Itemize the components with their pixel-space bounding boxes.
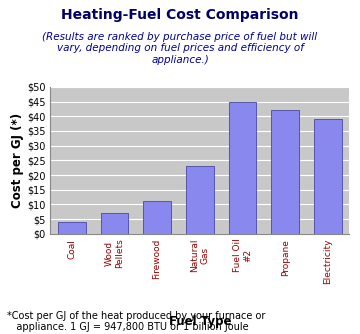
Bar: [271, 110, 299, 234]
Text: Heating-Fuel Cost Comparison: Heating-Fuel Cost Comparison: [61, 8, 299, 22]
Bar: [100, 213, 128, 234]
Text: (Results are ranked by purchase price of fuel but will
vary, depending on fuel p: (Results are ranked by purchase price of…: [42, 32, 318, 65]
Bar: [229, 102, 256, 234]
Bar: [143, 201, 171, 234]
X-axis label: Fuel Type: Fuel Type: [168, 315, 231, 328]
Bar: [186, 166, 214, 234]
Y-axis label: Cost per GJ (*): Cost per GJ (*): [11, 113, 24, 208]
Text: *Cost per GJ of the heat produced by your furnace or
   appliance. 1 GJ = 947,80: *Cost per GJ of the heat produced by you…: [7, 311, 266, 332]
Bar: [58, 222, 86, 234]
Bar: [314, 119, 342, 234]
